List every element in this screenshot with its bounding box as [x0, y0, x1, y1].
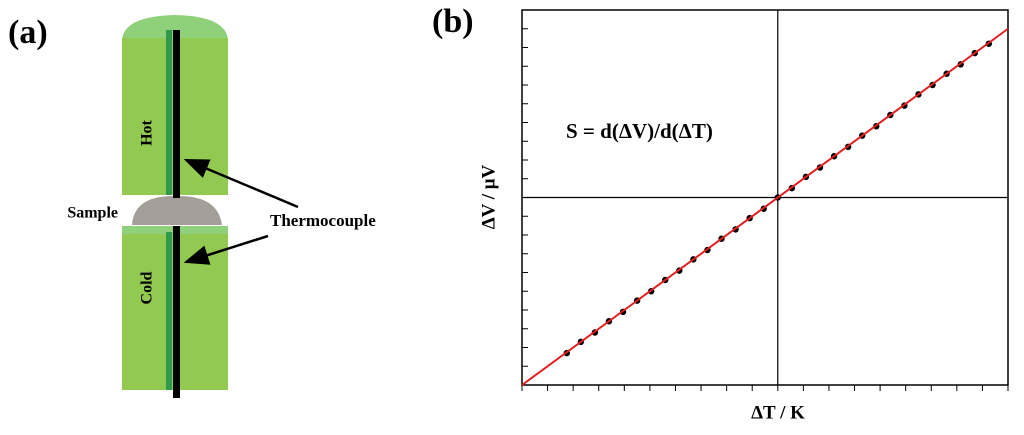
panel-b: (b) S = d(ΔV)/d(ΔT) ΔT / K ΔV / μV	[432, 3, 1009, 423]
panel-label: (a)	[8, 14, 48, 51]
panel-a: (a) Hot Cold Sample Thermocouple	[8, 14, 376, 398]
sample	[132, 195, 222, 225]
x-axis-label: ΔT / K	[751, 402, 805, 423]
hot-cap	[122, 15, 228, 40]
arrow	[183, 158, 299, 209]
thermocouple-label: Thermocouple	[270, 211, 376, 230]
thermocouple-wire	[173, 30, 180, 198]
arrow	[183, 234, 269, 265]
cold-label: Cold	[139, 271, 156, 304]
thermocouple-wire	[173, 226, 180, 398]
y-axis-label: ΔV / μV	[478, 164, 499, 229]
annotation: S = d(ΔV)/d(ΔT)	[566, 119, 713, 143]
stripe	[166, 30, 172, 195]
panel-label: (b)	[432, 3, 474, 40]
hot-label: Hot	[139, 119, 156, 145]
stripe	[166, 232, 172, 390]
fit-line	[521, 27, 1009, 386]
sample-label: Sample	[67, 205, 118, 222]
